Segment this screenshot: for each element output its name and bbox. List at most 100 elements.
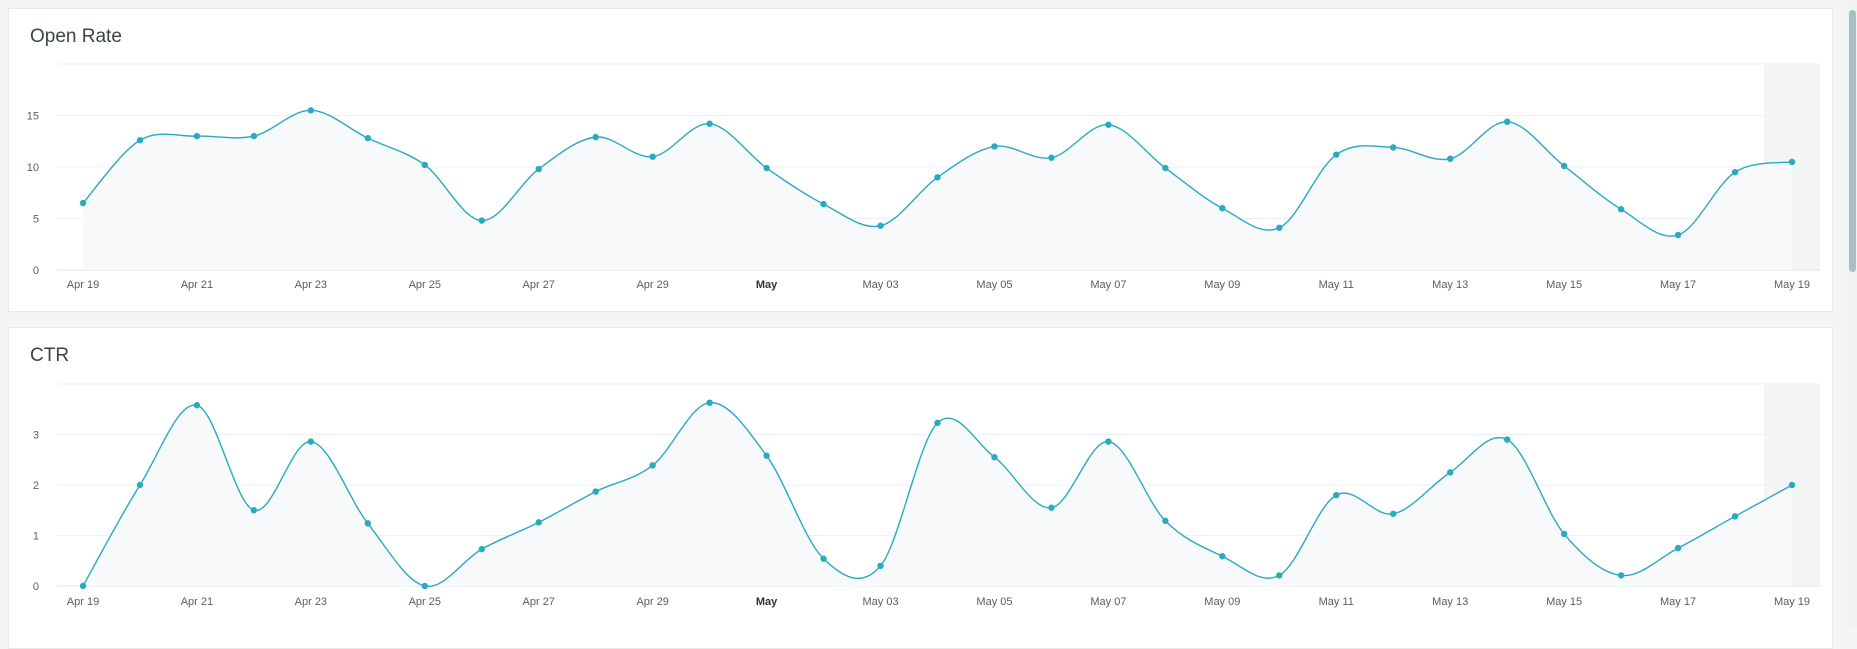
- data-point: [1788, 158, 1796, 166]
- data-point: [877, 222, 884, 229]
- x-tick-label: May 17: [1660, 596, 1696, 608]
- y-tick-label: 3: [33, 430, 39, 442]
- y-tick-label: 0: [33, 581, 39, 593]
- data-point: [1560, 162, 1568, 170]
- ctr-card: CTR 0 1 2 3 Apr 19 Apr 21 Apr 23 Apr 25 Apr 27 Ap…: [8, 327, 1833, 649]
- data-point: [79, 582, 87, 590]
- data-point: [1162, 517, 1169, 525]
- x-tick-label: Apr 29: [636, 279, 668, 291]
- series-line: [82, 401, 1793, 587]
- x-tick-label: May 17: [1660, 279, 1696, 291]
- x-tick-label: Apr 25: [409, 279, 441, 291]
- data-point: [1503, 436, 1511, 443]
- area-fill: [83, 110, 1792, 270]
- data-point: [1162, 164, 1169, 172]
- data-point: [364, 134, 372, 142]
- data-point: [193, 402, 201, 409]
- x-tick-label: May 09: [1204, 279, 1240, 291]
- data-point: [1560, 530, 1568, 538]
- x-tick-label: May 05: [976, 596, 1012, 608]
- data-point: [1731, 513, 1739, 520]
- x-tick-label: May 13: [1432, 596, 1468, 608]
- chart-title: Open Rate: [30, 26, 122, 47]
- data-point: [1390, 144, 1397, 151]
- data-point: [1276, 572, 1283, 579]
- y-tick-label: 10: [27, 162, 39, 174]
- x-tick-label: May: [756, 279, 778, 291]
- data-point: [1105, 121, 1112, 128]
- x-tick-label: May 15: [1546, 596, 1582, 608]
- x-tick-label: May 07: [1090, 279, 1126, 291]
- open-rate-chart: 0 5 10 15 Apr 19 Apr 21 Apr 23 Apr 25 Apr 27 Apr …: [27, 63, 1820, 291]
- data-point: [991, 143, 998, 150]
- y-tick-label: 0: [33, 265, 39, 277]
- data-point: [1617, 572, 1625, 579]
- x-tick-label: May 05: [976, 279, 1012, 291]
- x-tick-label: May 07: [1090, 596, 1126, 608]
- data-point: [250, 132, 258, 140]
- data-point: [934, 174, 941, 181]
- x-tick-label: Apr 21: [181, 279, 213, 291]
- x-tick-label: Apr 23: [295, 596, 327, 608]
- x-tick-label: May 19: [1774, 279, 1810, 291]
- open-rate-card: Open Rate 0 5 10 15 Apr 19 Apr 21 Apr 23 Apr 25…: [8, 8, 1833, 312]
- data-point: [592, 488, 599, 495]
- data-point: [421, 161, 428, 169]
- x-tick-label: May 19: [1774, 596, 1810, 608]
- x-tick-label: Apr 27: [523, 279, 555, 291]
- data-point: [1503, 118, 1511, 125]
- data-point: [193, 132, 201, 140]
- data-point: [763, 452, 770, 459]
- data-point: [1674, 231, 1682, 239]
- chart-title: CTR: [30, 345, 70, 366]
- data-point: [1048, 154, 1055, 161]
- data-point: [820, 555, 827, 562]
- x-tick-label: Apr 19: [67, 279, 99, 291]
- data-point: [307, 107, 315, 114]
- data-point: [364, 520, 372, 527]
- ctr-chart: 0 1 2 3 Apr 19 Apr 21 Apr 23 Apr 25 Apr 27 Apr 29…: [33, 383, 1820, 608]
- data-point: [1333, 151, 1340, 158]
- data-point: [1105, 438, 1112, 445]
- y-tick-label: 5: [33, 214, 39, 226]
- x-tick-label: Apr 23: [295, 279, 327, 291]
- y-tick-label: 2: [33, 480, 39, 492]
- data-point: [307, 438, 315, 445]
- y-tick-label: 1: [33, 531, 39, 543]
- data-point: [1276, 224, 1283, 231]
- x-tick-label: May 03: [862, 279, 898, 291]
- data-point: [1447, 155, 1454, 162]
- x-tick-label: Apr 19: [67, 596, 99, 608]
- data-point: [79, 199, 87, 207]
- data-point: [535, 165, 542, 173]
- data-point: [934, 419, 941, 427]
- data-point: [136, 481, 144, 489]
- data-point: [706, 120, 713, 127]
- x-tick-label: May 11: [1319, 596, 1354, 608]
- data-point: [1617, 206, 1625, 213]
- x-tick-label: Apr 27: [523, 596, 555, 608]
- scrollbar-thumb[interactable]: [1849, 10, 1856, 272]
- data-point: [250, 507, 258, 514]
- data-point: [1447, 469, 1454, 476]
- y-tick-label: 15: [27, 111, 39, 123]
- data-point: [1048, 504, 1055, 511]
- data-point: [877, 562, 884, 569]
- scrollbar[interactable]: [1848, 0, 1857, 627]
- data-point: [592, 133, 599, 141]
- x-tick-label: May 03: [862, 596, 898, 608]
- data-point: [1674, 544, 1682, 552]
- data-point: [478, 545, 485, 553]
- data-point: [535, 519, 542, 526]
- x-tick-label: May 11: [1319, 279, 1354, 291]
- data-point: [991, 454, 998, 461]
- x-tick-label: May 13: [1432, 279, 1468, 291]
- data-point: [136, 137, 144, 144]
- data-point: [1219, 553, 1226, 560]
- data-point: [421, 582, 428, 590]
- data-point: [649, 153, 656, 160]
- x-tick-label: May 09: [1204, 596, 1240, 608]
- data-point: [649, 462, 656, 469]
- data-point: [1731, 168, 1739, 176]
- data-point: [1333, 491, 1340, 499]
